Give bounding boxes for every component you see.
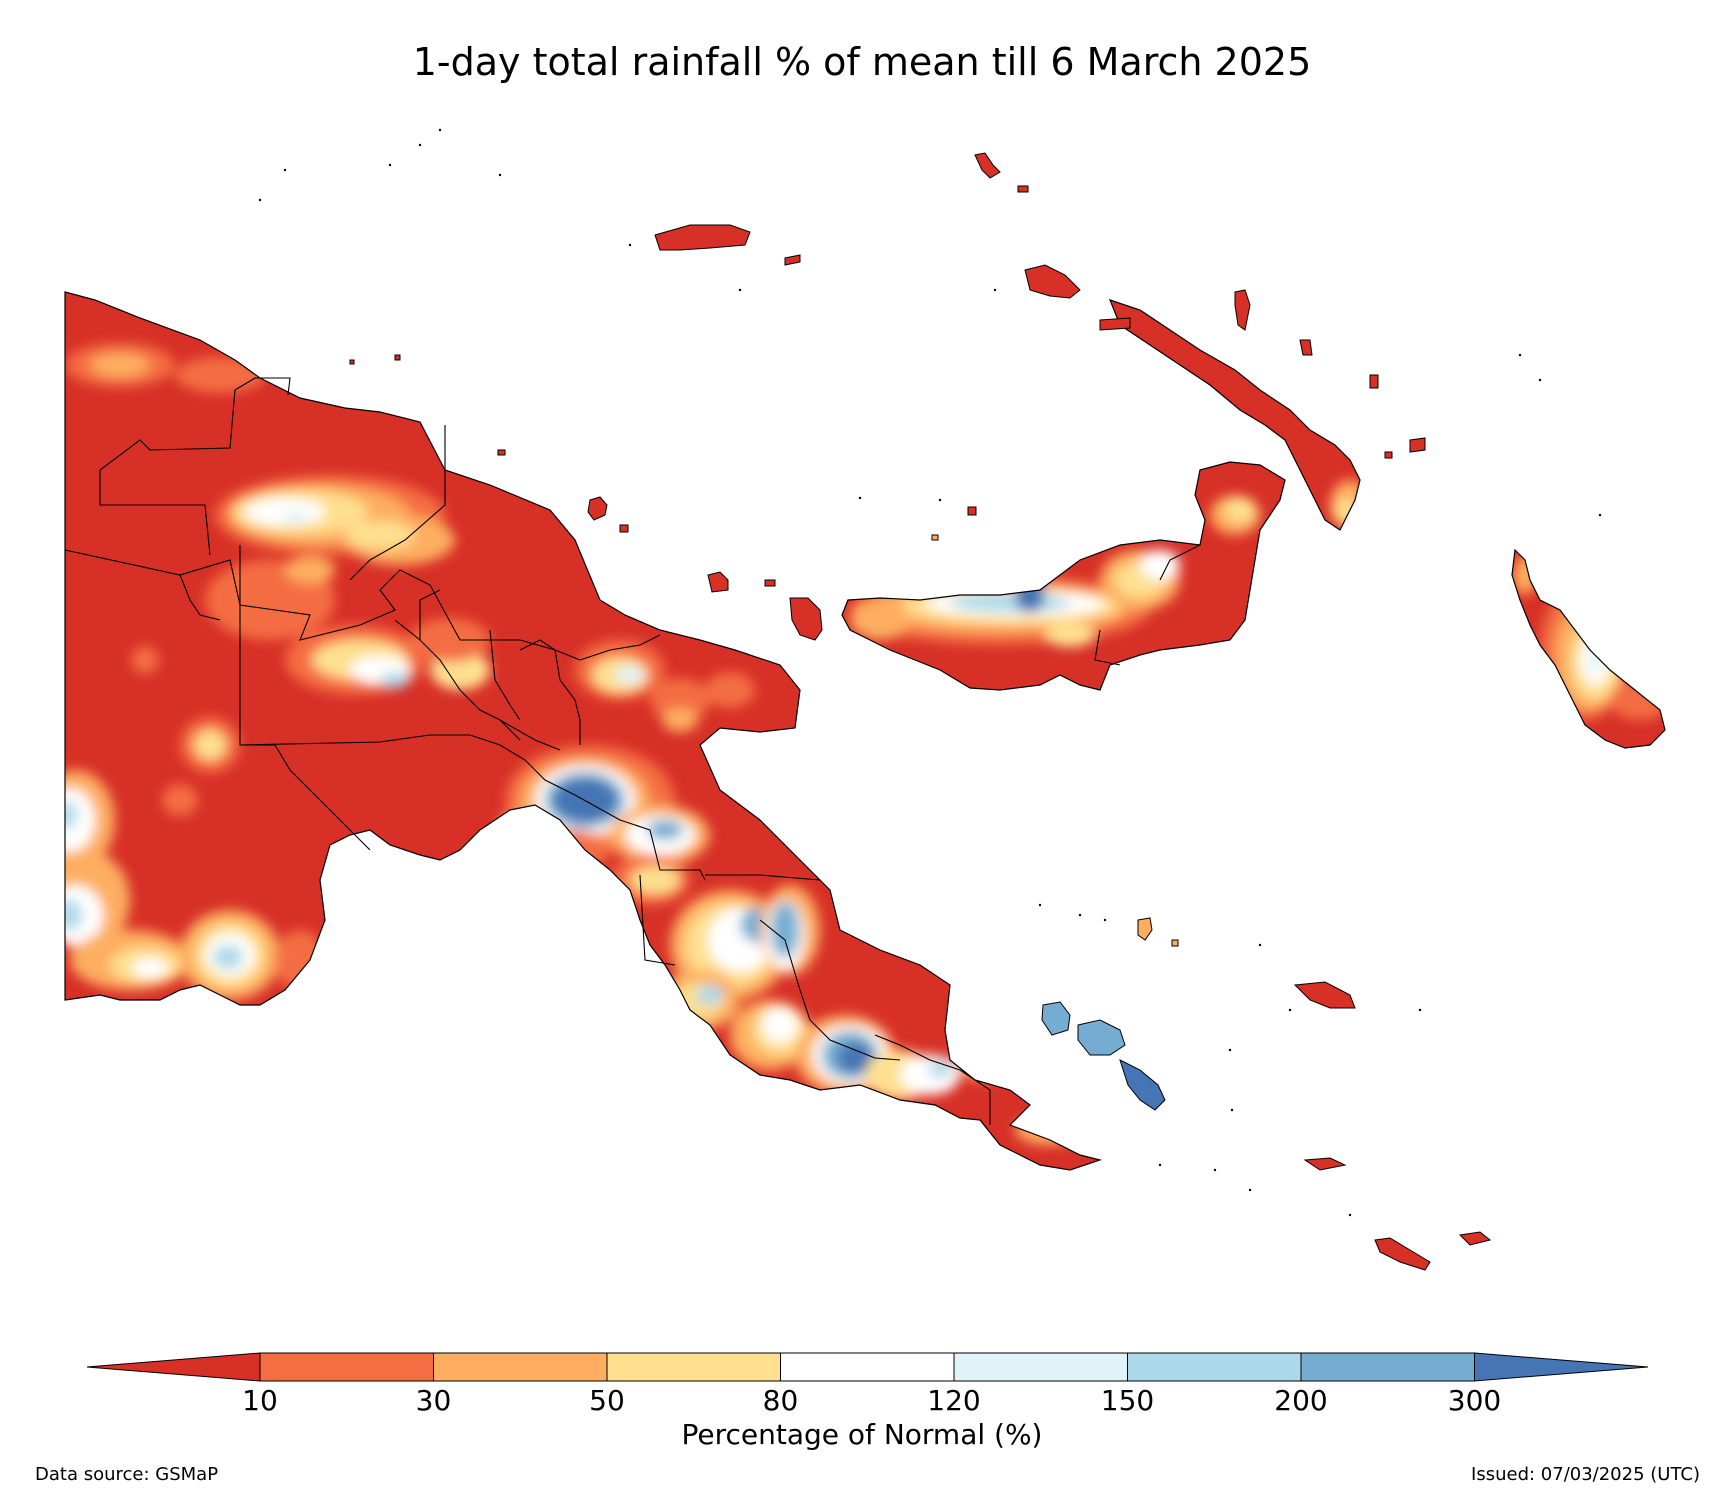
colorbar-tick-10: 10 [242,1384,278,1417]
map-title: 1-day total rainfall % of mean till 6 Ma… [412,40,1312,84]
colorbar-bin-200-300 [1300,1352,1475,1382]
colorbar-bin-10-30 [259,1352,434,1382]
colorbar-tick-80: 80 [762,1384,799,1417]
issued-date-note: Issued: 07/03/2025 (UTC) [1471,1464,1700,1485]
mainland-new-guinea [64,291,1101,1171]
data-source-note: Data source: GSMaP [35,1464,219,1485]
atoll-dots [258,128,1602,1217]
colorbar-tick-150: 150 [1100,1384,1155,1417]
colorbar-bin-50-80 [606,1352,781,1382]
small-islands [349,152,1492,1271]
new-britain-island [841,461,1286,691]
colorbar-bin-80-120 [780,1352,955,1382]
colorbar [86,1352,1649,1382]
colorbar-extend-low [86,1352,261,1382]
colorbar-tick-300: 300 [1447,1384,1502,1417]
colorbar-extend-high [1474,1352,1649,1382]
colorbar-tick-200: 200 [1274,1384,1328,1417]
colorbar-title: Percentage of Normal (%) [681,1418,1043,1451]
colorbar-tick-120: 120 [927,1384,981,1417]
bougainville-island [1511,549,1666,749]
colorbar-tick-30: 30 [415,1384,452,1417]
colorbar-bin-120-150 [953,1352,1128,1382]
province-borders [64,377,1201,1125]
colorbar-bin-30-50 [433,1352,608,1382]
colorbar-bin-150-200 [1127,1352,1302,1382]
colorbar-tick-50: 50 [589,1384,625,1417]
